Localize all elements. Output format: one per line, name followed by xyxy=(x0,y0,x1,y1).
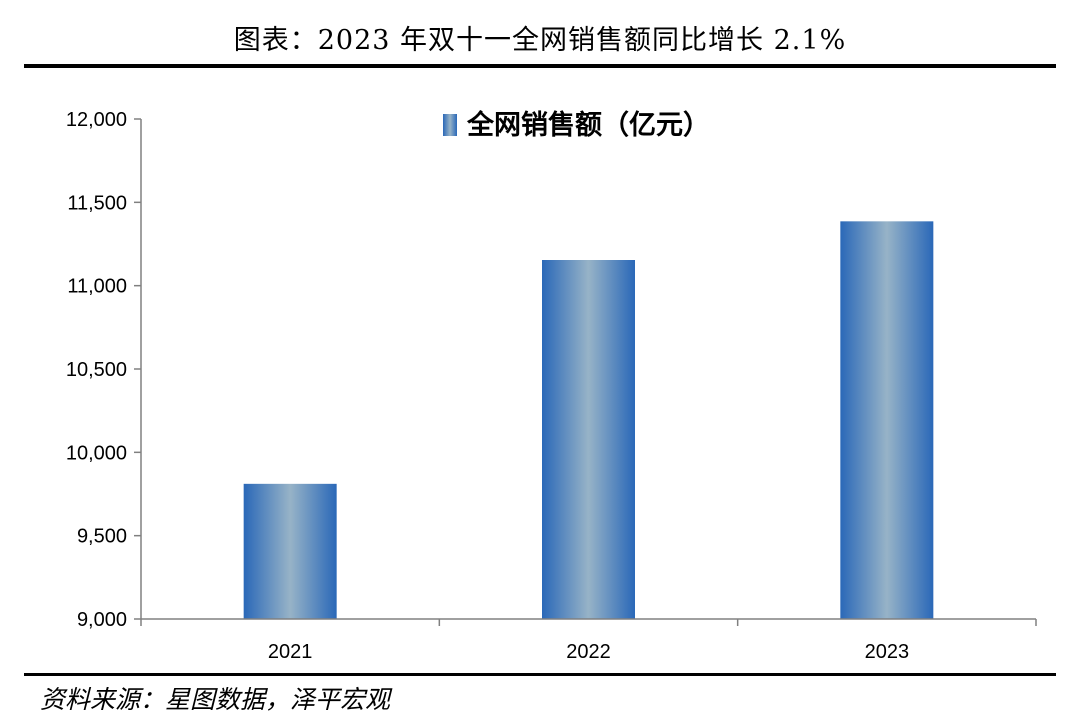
top-rule xyxy=(24,64,1056,68)
legend-swatch xyxy=(443,114,457,136)
y-tick-label: 10,500 xyxy=(66,359,127,381)
bar-2022 xyxy=(542,260,635,619)
legend: 全网销售额（亿元） xyxy=(443,109,710,141)
source-note: 资料来源：星图数据，泽平宏观 xyxy=(40,685,391,714)
y-tick-label: 9,000 xyxy=(77,609,127,631)
x-tick-label: 2021 xyxy=(268,641,313,663)
bar-2021 xyxy=(243,483,337,619)
bar-2023 xyxy=(840,221,934,620)
y-tick-label: 9,500 xyxy=(77,526,127,548)
bottom-rule xyxy=(24,673,1056,676)
x-tick-label: 2022 xyxy=(566,641,611,663)
x-tick-label: 2023 xyxy=(865,641,910,663)
chart-title: 图表：2023 年双十一全网销售额同比增长 2.1% xyxy=(233,25,847,56)
y-tick-label: 11,500 xyxy=(67,192,127,214)
y-tick-label: 11,000 xyxy=(67,276,127,298)
y-tick-label: 10,000 xyxy=(66,442,127,464)
legend-label: 全网销售额（亿元） xyxy=(466,109,710,141)
y-tick-label: 12,000 xyxy=(66,109,127,131)
